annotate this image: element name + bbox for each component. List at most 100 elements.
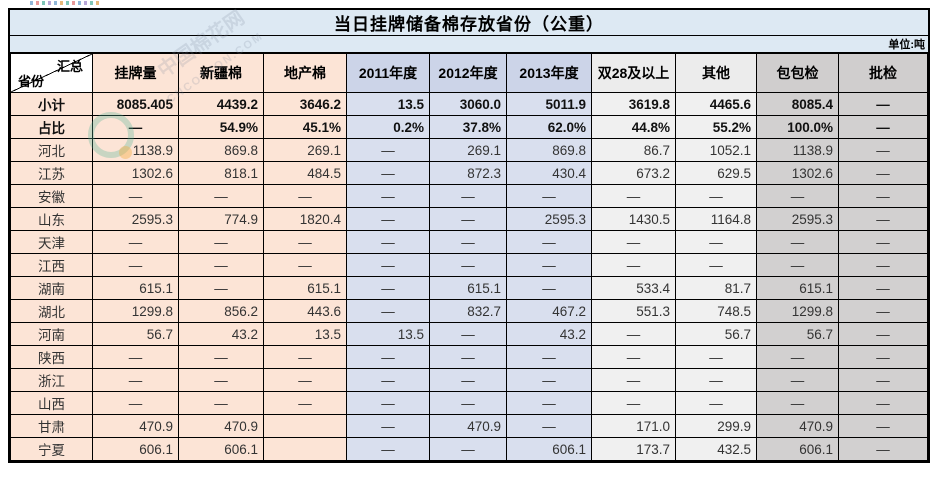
- row-label: 湖南: [10, 276, 93, 300]
- table-row: 湖南 615.1—615.1—615.1—533.4 81.7 615.1—: [10, 276, 928, 300]
- table-cell: [263, 437, 347, 461]
- table-row: 河北 1138.9 869.8 269.1—269.1 869.8 86.7 1052.1 1…: [10, 138, 928, 162]
- table-cell: —: [263, 391, 347, 415]
- table-cell: —: [429, 322, 507, 346]
- table-cell: 1302.6: [756, 161, 839, 185]
- table-cell: 1302.6: [92, 161, 179, 185]
- table-cell: —: [506, 253, 592, 277]
- column-header-5: 2012年度: [429, 53, 507, 93]
- table-cell: 606.1: [92, 437, 179, 461]
- table-cell: 45.1%: [263, 115, 347, 139]
- table-cell: 615.1: [429, 276, 507, 300]
- table-cell: 869.8: [178, 138, 264, 162]
- table-cell: 62.0%: [506, 115, 592, 139]
- table-cell: —: [346, 207, 430, 231]
- table-cell: —: [429, 368, 507, 392]
- table-cell: 1052.1: [675, 138, 757, 162]
- table-cell: 533.4: [591, 276, 676, 300]
- table-cell: —: [346, 368, 430, 392]
- corner-label-bottom: 省份: [18, 74, 45, 89]
- table-cell: 3619.8: [591, 92, 676, 116]
- row-label: 小计: [10, 92, 93, 116]
- table-cell: 13.5: [346, 322, 430, 346]
- column-header-10: 批检: [838, 53, 928, 93]
- table-cell: —: [838, 299, 928, 323]
- table-cell: 8085.4: [756, 92, 839, 116]
- table-cell: 43.2: [178, 322, 264, 346]
- table-row: 甘肃 470.9 470.9—470.9—171.0 299.9 470.9—: [10, 414, 928, 438]
- row-label: 浙江: [10, 368, 93, 392]
- column-header-9: 包包检: [756, 53, 839, 93]
- table-cell: —: [675, 391, 757, 415]
- column-header-3: 地产棉: [263, 53, 347, 93]
- table-cell: —: [675, 368, 757, 392]
- table-cell: 470.9: [92, 414, 179, 438]
- decor-dot: [30, 1, 33, 5]
- table-cell: —: [675, 345, 757, 369]
- table-cell: —: [675, 184, 757, 208]
- table-cell: —: [506, 184, 592, 208]
- table-cell: —: [429, 230, 507, 254]
- table-cell: 5011.9: [506, 92, 592, 116]
- table-row: 山东 2595.3 774.9 1820.4— —2595.3 1430.5 1164.8 2…: [10, 207, 928, 231]
- table-cell: 872.3: [429, 161, 507, 185]
- table-cell: —: [506, 414, 592, 438]
- table-cell: 1164.8: [675, 207, 757, 231]
- table-cell: 1138.9: [92, 138, 179, 162]
- table-cell: —: [838, 115, 928, 139]
- cotton-table-sheet: 当日挂牌储备棉存放省份（公重） 单位:吨 汇总 省份 挂牌量 新疆棉 地产棉 2011…: [8, 8, 930, 463]
- decor-dot: [72, 1, 75, 5]
- table-cell: 673.2: [591, 161, 676, 185]
- row-label: 天津: [10, 230, 93, 254]
- table-cell: —: [346, 161, 430, 185]
- table-cell: —: [756, 368, 839, 392]
- table-cell: —: [838, 368, 928, 392]
- table-cell: —: [838, 184, 928, 208]
- table-cell: 81.7: [675, 276, 757, 300]
- table-row: 河南 56.7 43.2 13.5 13.5—43.2—56.7 56.7—: [10, 322, 928, 346]
- row-label: 甘肃: [10, 414, 93, 438]
- table-row: 江西 — — — — — — — — — —: [10, 253, 928, 277]
- table-cell: 606.1: [506, 437, 592, 461]
- row-label: 占比: [10, 115, 93, 139]
- table-cell: —: [591, 184, 676, 208]
- diagonal-divider: [11, 54, 92, 92]
- unit-label: 单位:吨: [10, 36, 928, 53]
- decor-dot: [78, 1, 81, 5]
- table-cell: —: [838, 414, 928, 438]
- table-cell: —: [429, 207, 507, 231]
- table-cell: —: [263, 184, 347, 208]
- decor-dot: [36, 1, 39, 5]
- table-cell: —: [178, 253, 264, 277]
- table-cell: —: [92, 391, 179, 415]
- table-cell: —: [756, 345, 839, 369]
- table-row: 湖北 1299.8 856.2 443.6—832.7 467.2 551.3 748.5 1…: [10, 299, 928, 323]
- table-cell: 43.2: [506, 322, 592, 346]
- table-cell: —: [263, 230, 347, 254]
- column-header-8: 其他: [675, 53, 757, 93]
- table-cell: 100.0%: [756, 115, 839, 139]
- table-cell: —: [92, 184, 179, 208]
- table-cell: —: [346, 345, 430, 369]
- table-cell: —: [92, 368, 179, 392]
- table-row: 天津 — — — — — — — — — —: [10, 230, 928, 254]
- table-cell: —: [838, 161, 928, 185]
- table-cell: —: [675, 253, 757, 277]
- table-cell: —: [838, 276, 928, 300]
- row-label: 山东: [10, 207, 93, 231]
- header-row: 汇总 省份 挂牌量 新疆棉 地产棉 2011年度 2012年度 2013年度 双28及以上其…: [10, 53, 928, 93]
- table-cell: 470.9: [429, 414, 507, 438]
- table-cell: 173.7: [591, 437, 676, 461]
- table-cell: 869.8: [506, 138, 592, 162]
- table-cell: 467.2: [506, 299, 592, 323]
- table-cell: —: [178, 276, 264, 300]
- table-cell: 774.9: [178, 207, 264, 231]
- table-cell: 171.0: [591, 414, 676, 438]
- table-cell: —: [263, 368, 347, 392]
- table-cell: —: [346, 230, 430, 254]
- table-cell: 443.6: [263, 299, 347, 323]
- table-cell: —: [92, 253, 179, 277]
- table-cell: 54.9%: [178, 115, 264, 139]
- table-cell: 56.7: [675, 322, 757, 346]
- decor-dot: [54, 1, 57, 5]
